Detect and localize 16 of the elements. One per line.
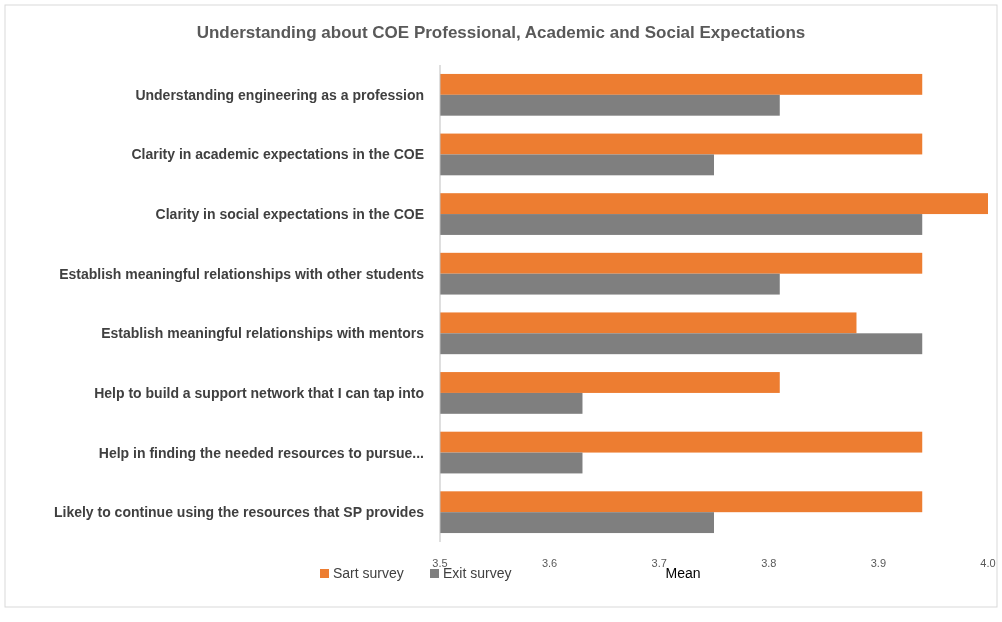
y-tick-label: Clarity in social expectations in the COE	[155, 206, 424, 223]
y-tick-label: Establish meaningful relationships with other students	[59, 265, 425, 282]
y-tick-label: Likely to continue using the resources that SP provides	[53, 504, 425, 521]
x-tick-label: 3.9	[870, 557, 887, 569]
x-tick-label: 3.8	[761, 557, 777, 569]
y-tick-label: Understanding engineering as a profession	[135, 86, 424, 103]
y-tick-label: Establish meaningful relationships with mentors	[101, 325, 425, 342]
y-tick-label: Help to build a support network that I can tap into	[94, 384, 424, 401]
y-tick-label: Clarity in academic expectations in the COE	[131, 146, 424, 163]
y-tick-label: Help in finding the needed resources to pursue...	[98, 444, 424, 461]
x-tick-label: 4.0	[980, 557, 996, 569]
x-axis-title: Mean	[665, 565, 701, 581]
x-tick-label: 3.7	[651, 557, 667, 569]
x-tick-label: 3.6	[541, 557, 558, 569]
chart-title: Understanding about COE Professional, Academic and Social Expectations	[196, 23, 806, 42]
legend-label: Sart survey	[333, 565, 404, 581]
